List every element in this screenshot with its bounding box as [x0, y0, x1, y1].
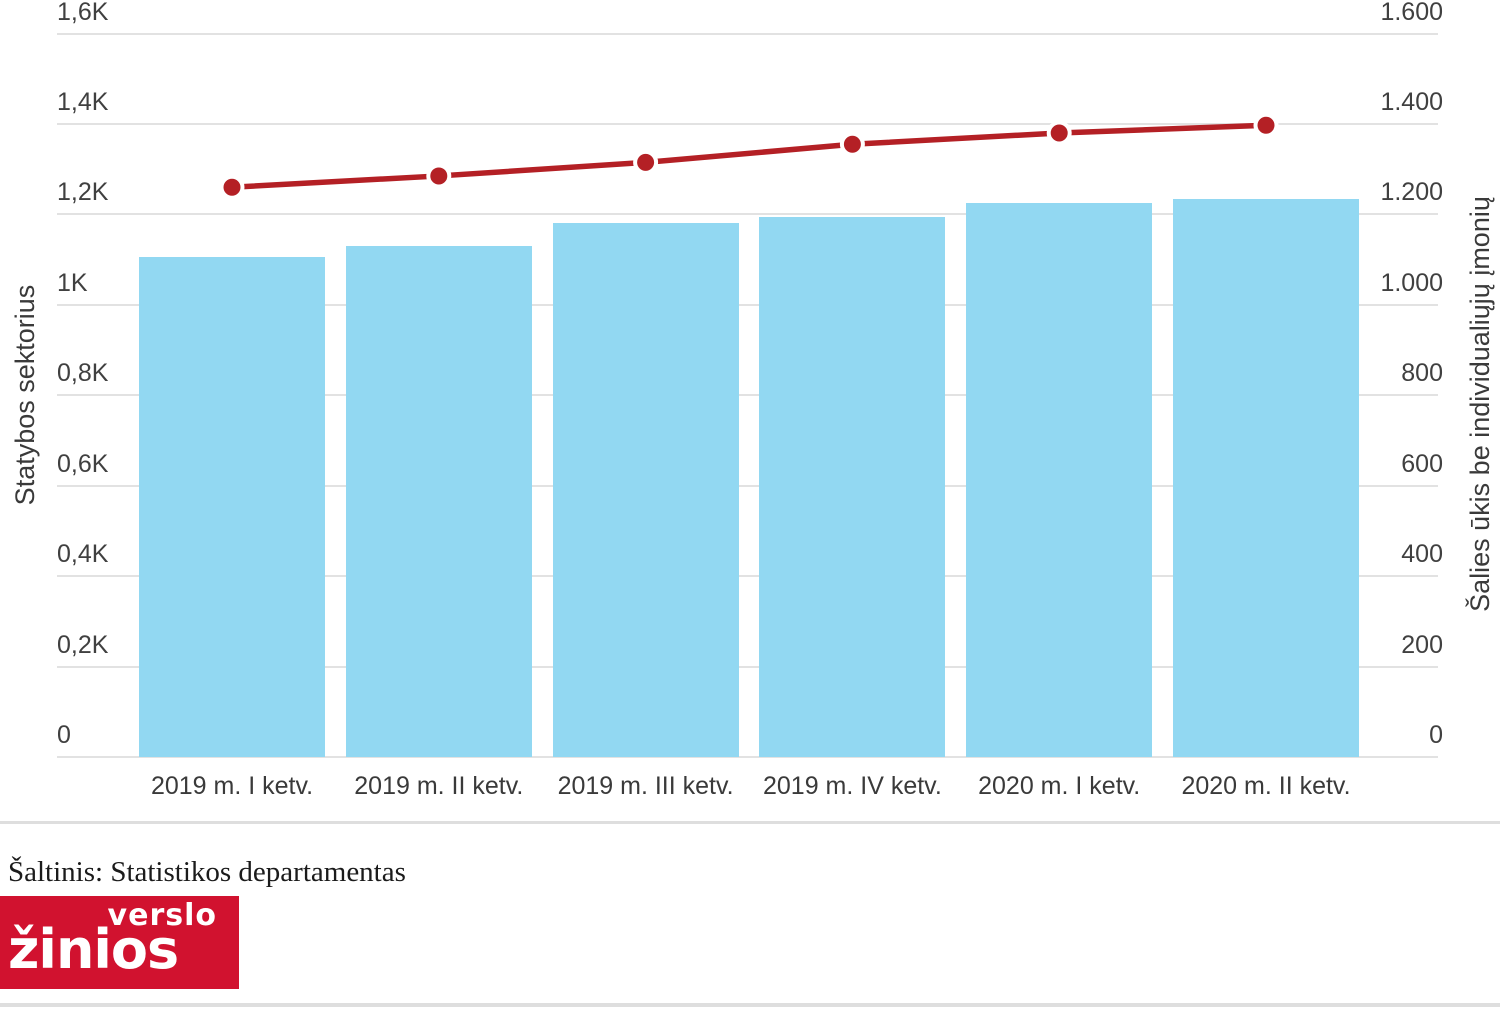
gridline [57, 394, 1438, 397]
divider-line-top [0, 821, 1500, 824]
gridline [57, 213, 1438, 216]
y-axis-label-right: 400 [1401, 540, 1443, 569]
x-axis-label: 2019 m. III ketv. [557, 772, 734, 800]
gridline [57, 665, 1438, 668]
bar-2019-iii- [552, 223, 739, 757]
source-text: Šaltinis: Statistikos departamentas [8, 856, 406, 888]
y-axis-label-left: 0 [57, 721, 71, 749]
y-axis-title-left: Statybos sektorius [10, 284, 40, 506]
gridline [57, 122, 1438, 125]
y-axis-label-right: 1.400 [1380, 87, 1443, 116]
x-axis-label: 2019 m. I ketv. [150, 772, 314, 800]
y-axis-label-left: 1,6K [57, 0, 109, 26]
logo-text-zinios: žinios [8, 918, 179, 981]
y-axis-title-right: Šalies ūkis be individualiųjų įmonių [1465, 196, 1495, 612]
gridline [57, 32, 1438, 35]
bar-2019-i- [139, 257, 325, 757]
gridline [57, 303, 1438, 306]
divider-line-bottom [0, 1003, 1500, 1007]
data-point [219, 174, 245, 200]
data-point [426, 163, 452, 189]
y-axis-label-left: 0,6K [57, 449, 109, 478]
y-axis-label-left: 1,2K [57, 178, 109, 207]
gridline [57, 575, 1438, 578]
y-axis-label-right: 0 [1429, 721, 1443, 749]
bar-2019-iv- [759, 216, 946, 757]
data-point [1253, 112, 1279, 138]
y-axis-label-left: 0,4K [57, 540, 109, 569]
y-axis-label-left: 0,2K [57, 630, 109, 659]
bar-2020-i- [966, 203, 1153, 757]
y-axis-label-right: 1.000 [1380, 268, 1443, 297]
data-point [839, 131, 865, 157]
y-axis-label-left: 1,4K [57, 87, 109, 116]
bar-2019-ii- [345, 246, 532, 757]
gridline [57, 756, 1438, 758]
data-point [1046, 120, 1072, 146]
x-axis-label: 2020 m. II ketv. [1181, 772, 1351, 800]
bar-2020-ii- [1173, 198, 1359, 757]
y-axis-label-right: 800 [1401, 359, 1443, 388]
y-axis-label-right: 200 [1401, 630, 1443, 659]
y-axis-label-left: 0,8K [57, 359, 109, 388]
x-axis-label: 2019 m. II ketv. [354, 772, 524, 800]
logo-text-verslo: verslo [107, 898, 217, 933]
y-axis-label-right: 1.600 [1380, 0, 1443, 26]
x-axis-label: 2019 m. IV ketv. [762, 772, 942, 800]
line-path [231, 122, 1267, 190]
y-axis-label-left: 1K [57, 268, 88, 297]
verslo-zinios-logo: verslo žinios [0, 896, 239, 989]
x-axis-label: 2020 m. I ketv. [978, 772, 1141, 800]
y-axis-label-right: 1.200 [1380, 178, 1443, 207]
data-point [633, 149, 659, 175]
gridline [57, 484, 1438, 487]
y-axis-label-right: 600 [1401, 449, 1443, 478]
